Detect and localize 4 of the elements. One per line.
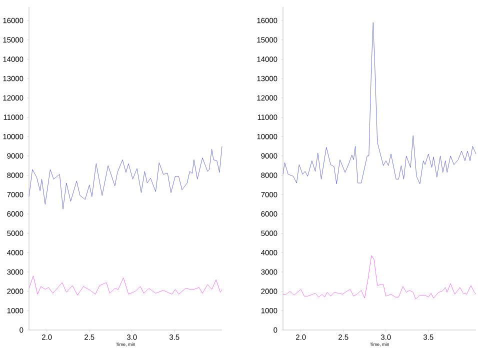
line-series bbox=[282, 255, 476, 300]
line-series bbox=[28, 146, 222, 210]
line-series bbox=[282, 22, 476, 184]
line-series bbox=[28, 276, 222, 296]
